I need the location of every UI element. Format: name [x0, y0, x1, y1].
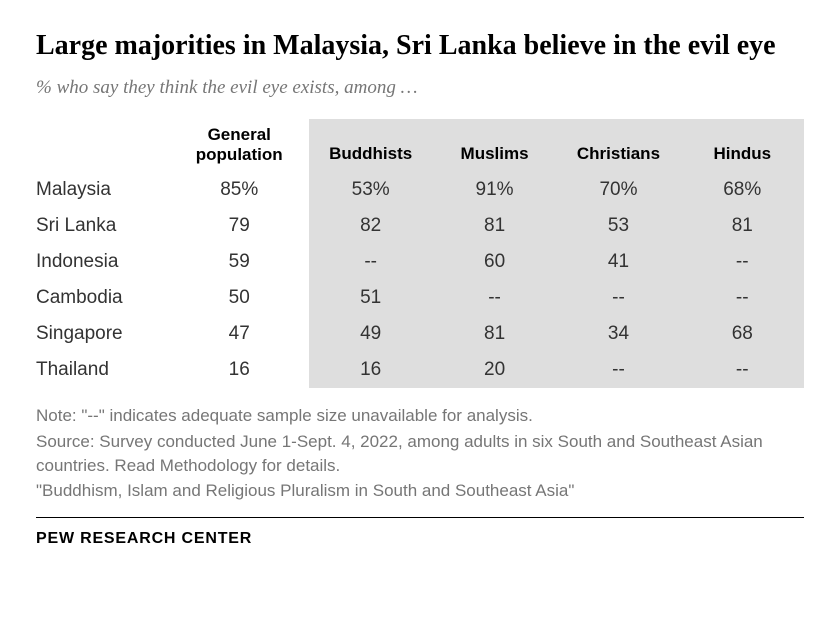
cell-hindus: 68 [681, 316, 804, 352]
col-header-buddhists: Buddhists [309, 119, 433, 172]
cell-country: Malaysia [36, 172, 170, 208]
col-header-country [36, 119, 170, 172]
cell-muslims: 81 [433, 208, 557, 244]
cell-christians: 41 [556, 244, 680, 280]
cell-muslims: -- [433, 280, 557, 316]
notes-block: Note: "--" indicates adequate sample siz… [36, 404, 804, 503]
table-row: Singapore 47 49 81 34 68 [36, 316, 804, 352]
cell-buddhists: 49 [309, 316, 433, 352]
col-header-christians: Christians [556, 119, 680, 172]
cell-christians: -- [556, 352, 680, 388]
cell-buddhists: 51 [309, 280, 433, 316]
page-title: Large majorities in Malaysia, Sri Lanka … [36, 28, 804, 63]
divider [36, 517, 804, 518]
cell-hindus: -- [681, 244, 804, 280]
col-header-general: General population [170, 119, 309, 172]
cell-country: Cambodia [36, 280, 170, 316]
cell-general: 85% [170, 172, 309, 208]
cell-country: Singapore [36, 316, 170, 352]
cell-hindus: -- [681, 280, 804, 316]
cell-country: Thailand [36, 352, 170, 388]
brand-label: PEW RESEARCH CENTER [36, 530, 804, 548]
table-row: Malaysia 85% 53% 91% 70% 68% [36, 172, 804, 208]
table-row: Indonesia 59 -- 60 41 -- [36, 244, 804, 280]
cell-general: 16 [170, 352, 309, 388]
table-row: Sri Lanka 79 82 81 53 81 [36, 208, 804, 244]
subtitle: % who say they think the evil eye exists… [36, 77, 804, 99]
cell-buddhists: 53% [309, 172, 433, 208]
cell-buddhists: 16 [309, 352, 433, 388]
cell-muslims: 20 [433, 352, 557, 388]
table-row: Cambodia 50 51 -- -- -- [36, 280, 804, 316]
data-table: General population Buddhists Muslims Chr… [36, 119, 804, 388]
cell-muslims: 60 [433, 244, 557, 280]
cell-general: 50 [170, 280, 309, 316]
cell-buddhists: -- [309, 244, 433, 280]
cell-general: 59 [170, 244, 309, 280]
cell-hindus: -- [681, 352, 804, 388]
cell-buddhists: 82 [309, 208, 433, 244]
cell-general: 79 [170, 208, 309, 244]
col-header-general-line2: population [196, 145, 283, 164]
cell-country: Indonesia [36, 244, 170, 280]
cell-general: 47 [170, 316, 309, 352]
cell-christians: 34 [556, 316, 680, 352]
col-header-muslims: Muslims [433, 119, 557, 172]
note-text: Note: "--" indicates adequate sample siz… [36, 404, 804, 428]
cell-muslims: 91% [433, 172, 557, 208]
table-body: Malaysia 85% 53% 91% 70% 68% Sri Lanka 7… [36, 172, 804, 388]
table-header-row: General population Buddhists Muslims Chr… [36, 119, 804, 172]
report-text: "Buddhism, Islam and Religious Pluralism… [36, 479, 804, 503]
cell-country: Sri Lanka [36, 208, 170, 244]
cell-christians: 53 [556, 208, 680, 244]
source-text: Source: Survey conducted June 1-Sept. 4,… [36, 430, 804, 478]
table-row: Thailand 16 16 20 -- -- [36, 352, 804, 388]
col-header-general-line1: General [208, 125, 271, 144]
cell-christians: 70% [556, 172, 680, 208]
col-header-hindus: Hindus [681, 119, 804, 172]
cell-hindus: 68% [681, 172, 804, 208]
cell-christians: -- [556, 280, 680, 316]
cell-muslims: 81 [433, 316, 557, 352]
cell-hindus: 81 [681, 208, 804, 244]
